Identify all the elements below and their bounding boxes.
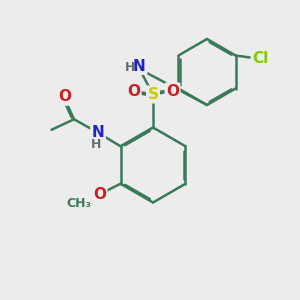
Text: S: S: [148, 87, 158, 102]
Text: CH₃: CH₃: [66, 197, 91, 210]
Text: O: O: [127, 84, 140, 99]
Text: O: O: [166, 84, 179, 99]
Text: H: H: [125, 61, 135, 74]
Text: N: N: [133, 58, 146, 74]
Text: O: O: [93, 187, 106, 202]
Text: H: H: [91, 138, 102, 151]
Text: N: N: [92, 125, 104, 140]
Text: Cl: Cl: [252, 51, 268, 66]
Text: O: O: [58, 89, 71, 104]
